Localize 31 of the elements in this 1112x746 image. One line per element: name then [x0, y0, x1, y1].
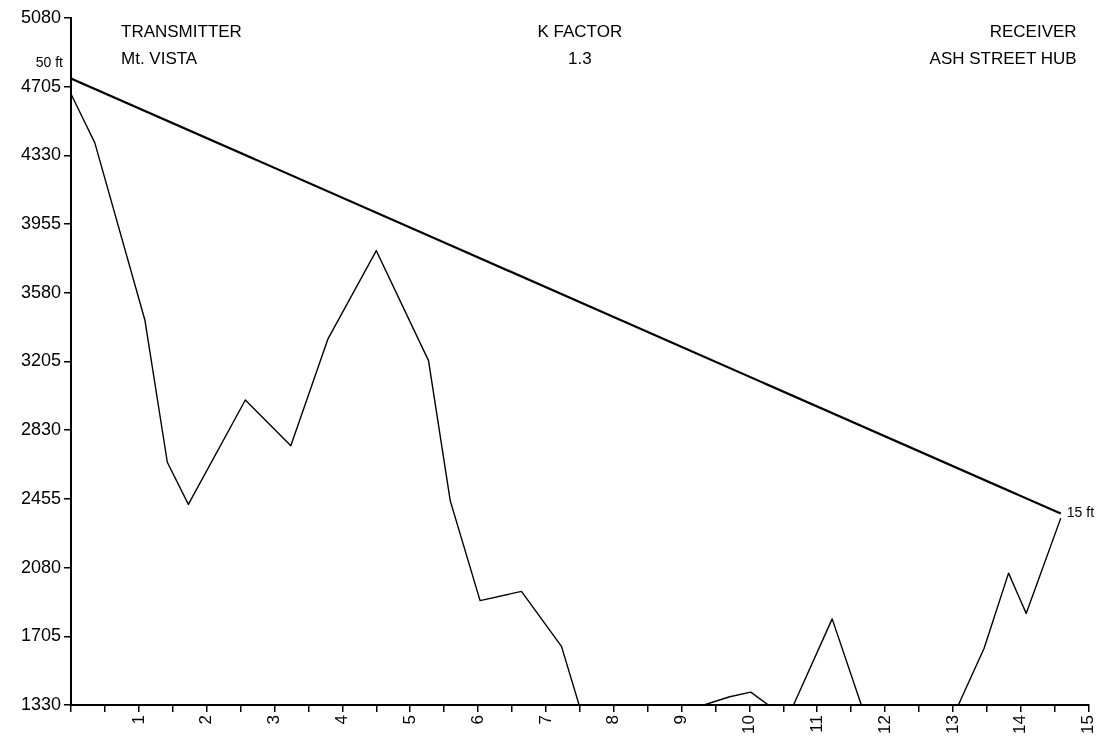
- y-tick-label: 3205: [20, 350, 61, 371]
- x-tick-label: 10: [739, 715, 759, 734]
- x-tick-label: 2: [196, 715, 216, 725]
- x-tick-label: 6: [467, 715, 487, 725]
- x-tick-label: 11: [806, 715, 826, 733]
- x-tick-label: 7: [535, 715, 555, 725]
- annotation: K FACTOR 1.3: [537, 21, 623, 68]
- x-tick-label: 3: [264, 715, 284, 725]
- y-tick-label: 4705: [20, 75, 61, 96]
- x-tick-label: 8: [603, 715, 623, 725]
- y-tick-label: 1330: [20, 693, 61, 714]
- x-tick-label: 1: [128, 715, 148, 725]
- x-tick-label: 15: [1078, 715, 1098, 734]
- annotation: RECEIVER ASH STREET HUB: [929, 21, 1077, 68]
- y-tick-label: 3955: [20, 213, 61, 234]
- y-tick-label: 2830: [20, 419, 61, 440]
- x-tick-label: 14: [1010, 715, 1030, 734]
- annotation: TRANSMITTER Mt. VISTA: [121, 21, 242, 68]
- y-tick-label: 5080: [20, 6, 61, 27]
- y-tick-label: 1705: [20, 625, 61, 646]
- y-tick-label: 4330: [20, 144, 61, 165]
- y-tick-label: 2080: [20, 556, 61, 577]
- y-tick-label: 3580: [20, 281, 61, 302]
- x-tick-label: 5: [399, 715, 419, 725]
- x-tick-label: 13: [942, 715, 962, 734]
- annotation: 15 ft: [1066, 504, 1095, 521]
- x-tick-label: 4: [332, 715, 352, 725]
- y-tick-label: 2455: [20, 487, 61, 508]
- annotation: 50 ft: [35, 54, 64, 71]
- x-tick-label: 12: [874, 715, 894, 734]
- x-tick-label: 9: [671, 715, 691, 725]
